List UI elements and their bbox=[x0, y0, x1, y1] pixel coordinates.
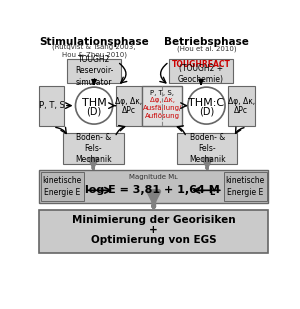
Bar bbox=[228, 86, 254, 126]
Text: L: L bbox=[210, 188, 215, 197]
Text: Stimulationsphase: Stimulationsphase bbox=[39, 37, 149, 48]
Text: TOUGH2
Reservoir-
simulator: TOUGH2 Reservoir- simulator bbox=[75, 55, 113, 87]
Bar bbox=[224, 172, 267, 201]
Text: Boden- &
Fels-
Mechanik: Boden- & Fels- Mechanik bbox=[75, 133, 112, 164]
Text: ΔPᴄ: ΔPᴄ bbox=[234, 106, 248, 115]
Bar bbox=[67, 59, 121, 83]
Text: (Hou et al. 2010): (Hou et al. 2010) bbox=[177, 45, 236, 52]
Bar bbox=[40, 172, 84, 201]
Bar bbox=[169, 59, 233, 83]
Bar bbox=[116, 86, 142, 126]
Text: log E = 3,81 + 1,64 M: log E = 3,81 + 1,64 M bbox=[85, 185, 220, 195]
Text: P, T, S: P, T, S bbox=[38, 101, 64, 110]
Text: THM: THM bbox=[82, 98, 106, 108]
Text: Boden- &
Fels-
Mechanik: Boden- & Fels- Mechanik bbox=[189, 133, 226, 164]
Bar bbox=[39, 170, 268, 203]
Circle shape bbox=[188, 87, 225, 124]
Bar bbox=[39, 210, 268, 253]
Text: kinetische
Energie E: kinetische Energie E bbox=[226, 176, 265, 197]
Text: (D): (D) bbox=[86, 106, 102, 116]
Text: Δφ, Δκ,: Δφ, Δκ, bbox=[116, 97, 142, 106]
Text: +: + bbox=[149, 225, 158, 235]
Circle shape bbox=[76, 87, 113, 124]
Text: Δφ, Δκ,: Δφ, Δκ, bbox=[228, 97, 255, 106]
Text: kinetische
Energie E: kinetische Energie E bbox=[43, 176, 82, 197]
Text: P, T, S,: P, T, S, bbox=[150, 90, 174, 95]
Bar bbox=[39, 86, 64, 126]
Text: Minimierung der Georisiken: Minimierung der Georisiken bbox=[72, 214, 236, 225]
Text: Auflösung: Auflösung bbox=[145, 112, 180, 119]
Text: Δφ, Δκ,: Δφ, Δκ, bbox=[150, 97, 175, 103]
Text: ΔPᴄ: ΔPᴄ bbox=[122, 106, 136, 115]
Text: Magnitude Mʟ: Magnitude Mʟ bbox=[129, 174, 178, 180]
Text: Optimierung von EGS: Optimierung von EGS bbox=[91, 235, 217, 245]
Bar bbox=[177, 133, 238, 164]
Bar bbox=[142, 86, 182, 126]
Text: Ausfällung/: Ausfällung/ bbox=[142, 105, 182, 111]
Text: TOUGHREACT: TOUGHREACT bbox=[172, 60, 230, 69]
Text: Betriebsphase: Betriebsphase bbox=[164, 37, 249, 48]
Text: THM:C: THM:C bbox=[188, 98, 224, 108]
Text: (TOUGH2 +
Geochemie): (TOUGH2 + Geochemie) bbox=[178, 64, 224, 84]
Bar bbox=[63, 133, 124, 164]
Text: (Rutqvist & Tsang 2003,
Hou & Zhou 2010): (Rutqvist & Tsang 2003, Hou & Zhou 2010) bbox=[52, 44, 136, 58]
Text: (D): (D) bbox=[199, 106, 214, 116]
